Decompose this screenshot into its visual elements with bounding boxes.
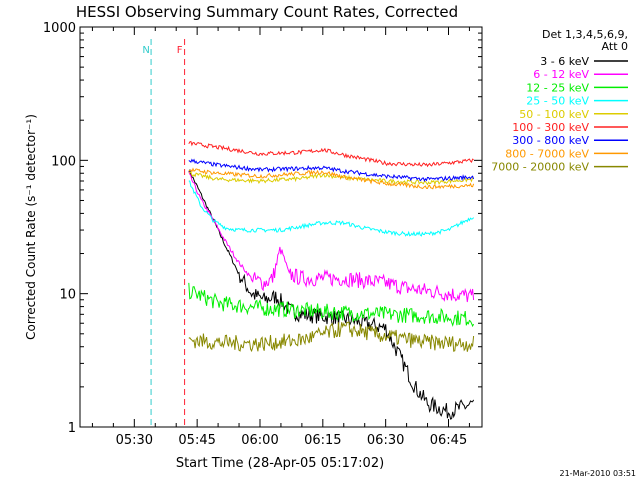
legend-label: 6 - 12 keV xyxy=(533,68,589,81)
series-line xyxy=(188,167,475,190)
legend-label: 25 - 50 keV xyxy=(526,95,589,108)
legend-label: 7000 - 20000 keV xyxy=(491,161,589,174)
x-tick-label: 06:30 xyxy=(367,433,404,448)
series-line xyxy=(188,282,475,328)
series-line xyxy=(188,168,475,420)
flag-label: N xyxy=(142,45,149,56)
legend-label: 50 - 100 keV xyxy=(519,108,589,121)
series-line xyxy=(188,140,474,168)
series-line xyxy=(188,180,474,237)
x-tick-label: 06:15 xyxy=(304,433,341,448)
x-tick-label: 05:45 xyxy=(178,433,215,448)
footer-date: 21-Mar-2010 03:51 xyxy=(560,469,637,478)
y-tick-label: 1000 xyxy=(43,21,76,36)
plot-frame xyxy=(79,26,483,428)
series-line xyxy=(188,321,475,353)
legend-header-line-1: Det 1,3,4,5,6,9, xyxy=(542,28,628,41)
flag-label: F xyxy=(177,45,183,56)
x-tick-label: 06:00 xyxy=(241,433,278,448)
x-axis-label: Start Time (28-Apr-05 05:17:02) xyxy=(176,456,384,471)
legend-label: 12 - 25 keV xyxy=(526,81,589,94)
y-tick-label: 10 xyxy=(59,288,76,303)
legend-label: 100 - 300 keV xyxy=(512,121,589,134)
y-axis-label: Corrected Count Rate (s⁻¹ detector⁻¹) xyxy=(24,114,38,340)
legend-label: 3 - 6 keV xyxy=(540,55,589,68)
y-tick-label: 1 xyxy=(68,421,76,436)
series-line xyxy=(188,158,475,183)
legend-label: 300 - 800 keV xyxy=(512,134,589,147)
legend-header-line-2: Att 0 xyxy=(602,40,628,53)
x-tick-label: 06:45 xyxy=(430,433,467,448)
legend-label: 800 - 7000 keV xyxy=(505,147,589,160)
chart-title: HESSI Observing Summary Count Rates, Cor… xyxy=(76,3,458,21)
series-line xyxy=(188,171,475,303)
y-tick-label: 100 xyxy=(51,154,76,169)
x-tick-label: 05:30 xyxy=(116,433,153,448)
